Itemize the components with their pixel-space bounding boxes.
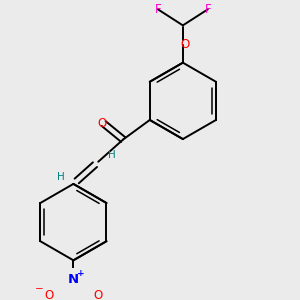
Text: O: O (180, 38, 189, 51)
Text: +: + (77, 269, 84, 278)
Text: N: N (68, 273, 79, 286)
Text: H: H (108, 150, 116, 160)
Text: F: F (155, 3, 161, 16)
Text: O: O (94, 289, 103, 300)
Text: O: O (44, 289, 53, 300)
Text: F: F (204, 3, 211, 16)
Text: H: H (57, 172, 65, 182)
Text: −: − (35, 284, 44, 294)
Text: O: O (97, 117, 106, 130)
